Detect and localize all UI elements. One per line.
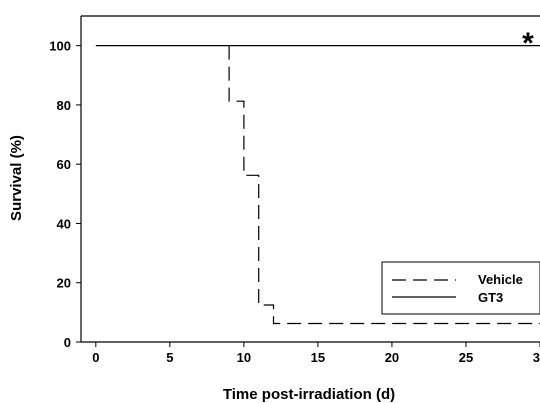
- y-tick-label: 100: [49, 39, 71, 54]
- significance-asterisk: *: [522, 27, 534, 60]
- y-tick-label: 20: [57, 276, 71, 291]
- y-axis: 0 20 40 60 80 100: [49, 39, 81, 350]
- legend-label-vehicle: Vehicle: [478, 272, 523, 287]
- legend: Vehicle GT3: [381, 261, 540, 315]
- plot-frame: [80, 15, 540, 343]
- y-tick-label: 80: [57, 98, 71, 113]
- series-layer: [95, 44, 540, 325]
- y-tick-label: 0: [64, 335, 71, 350]
- legend-box: [381, 261, 540, 315]
- x-tick-label: 25: [459, 350, 473, 365]
- x-tick-label: 15: [311, 350, 325, 365]
- x-axis-title: Time post-irradiation (d): [223, 386, 395, 403]
- y-tick-label: 40: [57, 216, 71, 231]
- y-axis-title: Survival (%): [8, 135, 25, 221]
- x-tick-label: 5: [166, 350, 173, 365]
- series-line-vehicle: [228, 45, 540, 325]
- x-tick-label: 30: [533, 350, 540, 365]
- x-axis: 0 5 10 15 20 25 30: [92, 342, 540, 365]
- x-tick-label: 20: [385, 350, 399, 365]
- y-tick-label: 60: [57, 157, 71, 172]
- x-tick-label: 10: [237, 350, 251, 365]
- legend-label-gt3: GT3: [478, 290, 503, 305]
- x-tick-label: 0: [92, 350, 99, 365]
